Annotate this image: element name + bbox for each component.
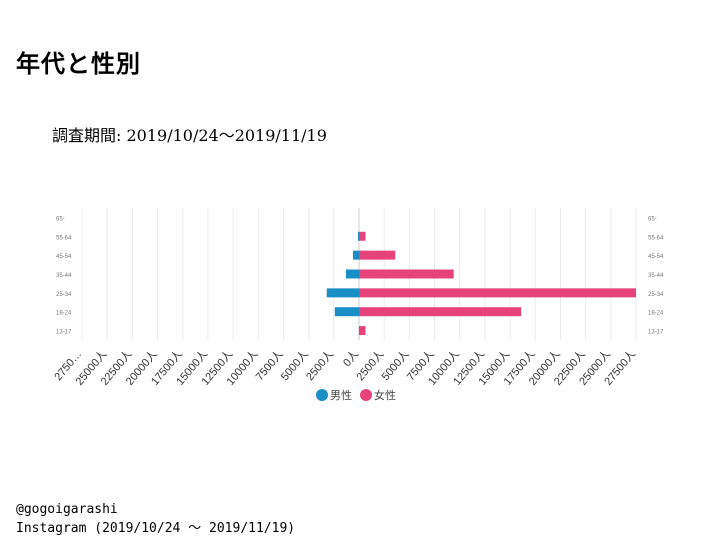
- y-tick-label-right: 25-34: [648, 292, 664, 298]
- survey-period: 調査期間: 2019/10/24～2019/11/19: [52, 126, 327, 145]
- legend-item-female[interactable]: 女性: [360, 387, 396, 403]
- footer: @gogoigarashi Instagram (2019/10/24 〜 20…: [16, 500, 295, 538]
- bar-female: [359, 231, 366, 241]
- y-tick-label-right: 55-64: [648, 235, 664, 241]
- legend-label-male: 男性: [330, 389, 352, 402]
- footer-source: Instagram (2019/10/24 〜 2019/11/19): [16, 521, 296, 536]
- bar-female: [359, 326, 366, 336]
- chart-legend: 男性 女性: [316, 386, 404, 404]
- bar-female: [359, 250, 396, 260]
- y-tick-label-right: 35-44: [648, 273, 664, 279]
- slide-title: 年代と性別: [16, 50, 141, 78]
- bar-female: [359, 269, 454, 279]
- y-tick-label-left: 45-54: [56, 254, 72, 260]
- grid-lines: [81, 208, 637, 340]
- bar-male: [345, 269, 359, 279]
- legend-label-female: 女性: [374, 389, 396, 402]
- y-tick-label-right: 45-54: [648, 254, 664, 260]
- y-tick-label-right: 13-17: [648, 330, 664, 336]
- bar-male: [334, 307, 359, 317]
- y-tick-label-left: 13-17: [56, 330, 72, 336]
- bars: [326, 231, 636, 336]
- y-tick-label-left: 25-34: [56, 292, 72, 298]
- legend-dot-female: [360, 389, 372, 401]
- y-tick-label-left: 55-64: [56, 235, 72, 241]
- legend-item-male[interactable]: 男性: [316, 387, 352, 403]
- y-tick-label-left: 35-44: [56, 273, 72, 279]
- bar-male: [357, 231, 359, 241]
- x-tick-label: 0人: [340, 348, 361, 369]
- axis-labels: 2750…25000人22500人20000人17500人15000人12500…: [52, 216, 664, 387]
- y-tick-label-left: 18-24: [56, 311, 72, 317]
- bar-male: [352, 250, 359, 260]
- y-tick-label-right: 18-24: [648, 311, 664, 317]
- y-tick-label-left: 65-: [56, 216, 65, 222]
- x-tick-label: 2500人: [303, 348, 336, 384]
- footer-handle: @gogoigarashi: [16, 502, 118, 517]
- bar-female: [359, 288, 636, 298]
- bar-male: [326, 288, 359, 298]
- bar-female: [359, 307, 522, 317]
- y-tick-label-right: 65-: [648, 216, 657, 222]
- legend-dot-male: [316, 389, 328, 401]
